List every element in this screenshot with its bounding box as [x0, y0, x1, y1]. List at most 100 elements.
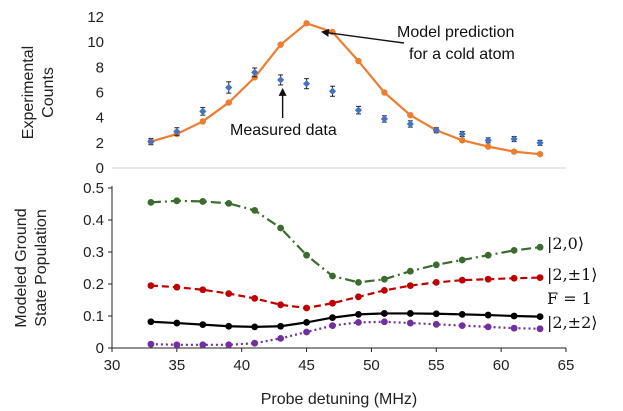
population-point — [225, 341, 233, 349]
population-point — [199, 321, 207, 329]
model-prediction-line — [150, 22, 541, 156]
population-point — [406, 310, 414, 317]
population-point — [510, 247, 518, 254]
x-tick-label: 65 — [558, 357, 575, 374]
bottom-y-tick-label: 0.1 — [83, 308, 104, 325]
bottom-y-label-line2: State Population — [33, 209, 50, 326]
measured-point — [302, 80, 311, 88]
population-point — [225, 290, 233, 297]
measured-point — [199, 107, 207, 115]
measured-point — [536, 139, 544, 147]
bottom-panel: 0 0.1 0.2 0.3 0.4 0.5 30 35 40 45 50 55 60 65 Probe de… — [13, 180, 597, 408]
model-point — [199, 118, 206, 125]
population-point — [536, 243, 544, 251]
population-point — [277, 301, 285, 309]
model-point — [459, 137, 466, 144]
population-point — [225, 322, 233, 330]
model-point — [381, 89, 388, 96]
population-point — [484, 251, 492, 259]
population-point — [458, 311, 466, 318]
measured-point — [510, 135, 518, 143]
measured-annotation: Measured data — [230, 122, 337, 139]
population-point — [199, 286, 207, 294]
series-label-1: |2,±1⟩ — [547, 265, 597, 284]
bottom-y-label-line1: Modeled Ground — [13, 208, 30, 327]
model-annotation-line1: Model prediction — [397, 24, 514, 41]
population-point — [355, 279, 362, 286]
population-point — [147, 199, 155, 206]
population-point — [458, 322, 466, 329]
population-point — [329, 322, 336, 329]
population-line-1 — [150, 276, 541, 310]
population-point — [432, 261, 440, 269]
population-point — [406, 267, 414, 275]
measured-point — [380, 115, 388, 123]
measured-point — [251, 68, 259, 76]
population-point — [251, 323, 259, 331]
measured-point — [147, 137, 155, 146]
measured-point — [173, 127, 181, 136]
population-point — [303, 328, 310, 336]
measured-point — [458, 130, 466, 138]
measured-point — [225, 83, 233, 92]
model-annotation-line2: for a cold atom — [409, 46, 515, 63]
top-y-label-line2: Counts — [40, 67, 57, 118]
x-axis-label: Probe detuning (MHz) — [261, 391, 418, 408]
measured-point — [354, 106, 363, 114]
population-point — [510, 324, 518, 332]
x-tick-label: 60 — [493, 357, 510, 374]
measured-point — [406, 120, 414, 128]
x-tick-label: 45 — [298, 357, 315, 374]
population-point — [147, 318, 155, 326]
model-point — [484, 143, 492, 150]
series-label-3: |2,±2⟩ — [547, 313, 597, 332]
population-point — [406, 282, 414, 289]
population-point — [277, 224, 285, 232]
population-point — [225, 199, 233, 207]
population-point — [173, 197, 181, 205]
population-point — [536, 325, 544, 333]
population-line-0 — [150, 199, 541, 284]
population-point — [381, 310, 388, 317]
population-point — [303, 304, 310, 312]
x-tick-label: 40 — [233, 357, 250, 374]
population-point — [458, 256, 466, 264]
top-y-tick-label: 8 — [96, 59, 104, 76]
population-point — [173, 319, 181, 327]
bottom-y-tick-label: 0.5 — [83, 180, 104, 197]
measured-point — [277, 76, 285, 84]
population-point — [329, 314, 336, 321]
x-tick-label: 50 — [363, 357, 380, 374]
top-y-tick-label: 4 — [96, 110, 104, 127]
series-label-2: F = 1 — [547, 289, 592, 308]
population-point — [484, 275, 492, 283]
top-y-axis-label: Experimental Counts — [20, 46, 57, 139]
top-panel: 0 2 4 6 8 10 12 Experimental Counts Model predict… — [20, 9, 566, 177]
population-point — [536, 313, 544, 321]
population-line-3 — [150, 320, 541, 346]
model-point — [355, 57, 362, 65]
population-point — [510, 312, 518, 320]
measured-point — [432, 126, 440, 134]
population-point — [147, 282, 155, 289]
top-y-tick-label: 6 — [96, 85, 104, 102]
population-point — [406, 319, 414, 327]
bottom-y-tick-label: 0.3 — [83, 244, 104, 261]
population-point — [303, 251, 310, 259]
top-y-label-line1: Experimental — [20, 46, 37, 139]
model-point — [510, 148, 518, 155]
model-point — [407, 111, 414, 119]
x-tick-label: 30 — [104, 357, 121, 374]
population-point — [277, 322, 285, 330]
population-point — [173, 341, 181, 349]
population-point — [251, 339, 259, 347]
population-point — [329, 272, 336, 280]
population-point — [251, 295, 259, 302]
model-point — [225, 99, 232, 106]
population-point — [536, 274, 544, 281]
x-tick-label: 35 — [169, 357, 186, 374]
top-y-tick-label: 12 — [87, 9, 104, 26]
bottom-y-tick-label: 0 — [96, 340, 104, 357]
model-annotation-arrow — [320, 28, 405, 44]
